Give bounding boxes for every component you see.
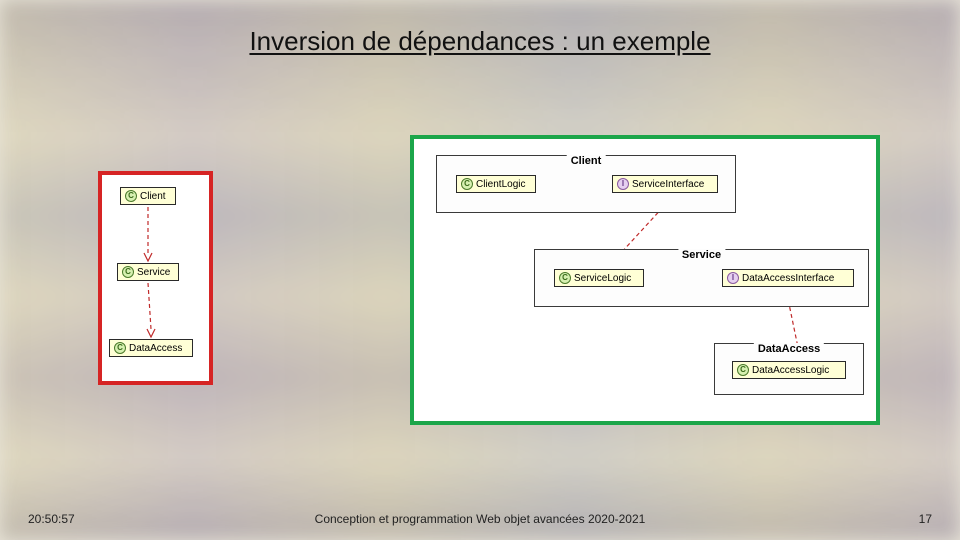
package-title: DataAccess — [754, 343, 824, 355]
right-diagram-panel: ClientServiceDataAccessCClientLogicIServ… — [410, 135, 880, 425]
class-icon: C — [559, 272, 571, 284]
class-icon: C — [114, 342, 126, 354]
class-data-logic: CDataAccessLogic — [732, 361, 846, 379]
class-label: Service — [137, 267, 170, 278]
package-title: Service — [678, 249, 725, 261]
class-data-iface: IDataAccessInterface — [722, 269, 854, 287]
class-dataaccess: CDataAccess — [109, 339, 193, 357]
class-service-logic: CServiceLogic — [554, 269, 644, 287]
footer: 20:50:57 Conception et programmation Web… — [0, 506, 960, 526]
class-icon: C — [122, 266, 134, 278]
footer-course: Conception et programmation Web objet av… — [0, 512, 960, 526]
class-label: DataAccessLogic — [752, 365, 829, 376]
left-diagram-panel: CClientCServiceCDataAccess — [98, 171, 213, 385]
slide-title: Inversion de dépendances : un exemple — [0, 26, 960, 57]
class-icon: C — [125, 190, 137, 202]
package-title: Client — [567, 155, 606, 167]
footer-page: 17 — [919, 512, 932, 526]
class-label: ClientLogic — [476, 179, 525, 190]
class-label: ServiceInterface — [632, 179, 704, 190]
class-client: CClient — [120, 187, 176, 205]
class-label: DataAccess — [129, 343, 182, 354]
class-icon: C — [461, 178, 473, 190]
class-service: CService — [117, 263, 179, 281]
class-service-iface: IServiceInterface — [612, 175, 718, 193]
class-label: ServiceLogic — [574, 273, 631, 284]
class-label: Client — [140, 191, 166, 202]
interface-icon: I — [617, 178, 629, 190]
interface-icon: I — [727, 272, 739, 284]
class-label: DataAccessInterface — [742, 273, 834, 284]
slide: Inversion de dépendances : un exemple CC… — [0, 0, 960, 540]
class-client-logic: CClientLogic — [456, 175, 536, 193]
class-icon: C — [737, 364, 749, 376]
